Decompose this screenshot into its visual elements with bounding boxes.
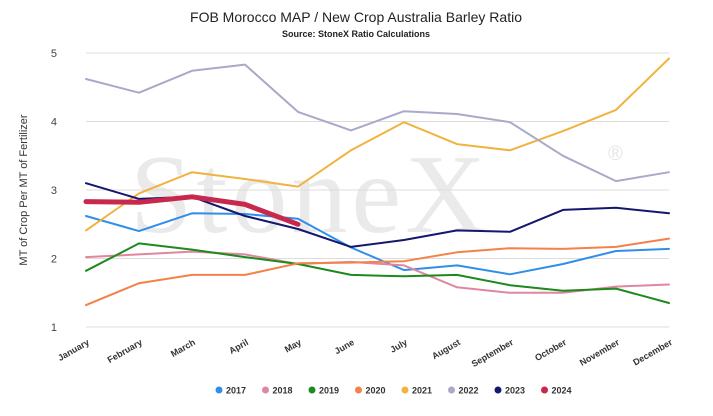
legend-label-2020: 2020 <box>366 386 386 396</box>
x-tick-label: April <box>227 337 250 356</box>
series-line-2019 <box>85 242 670 304</box>
y-tick-label: 5 <box>51 48 57 60</box>
series-lines <box>83 57 670 307</box>
series-line-2017 <box>85 212 670 276</box>
series-line-2022 <box>85 63 670 183</box>
x-tick-label: October <box>533 337 568 363</box>
legend-marker-2019 <box>308 386 316 394</box>
x-tick-label: July <box>388 337 409 355</box>
legend-label-2018: 2018 <box>273 386 293 396</box>
x-tick-label: August <box>430 337 462 361</box>
watermark-registered-mark: ® <box>608 143 623 165</box>
y-axis-label: MT of Crop Per MT of Fertilizer <box>18 114 30 266</box>
x-tick-label: November <box>578 337 622 368</box>
chart-subtitle: Source: StoneX Ratio Calculations <box>282 29 430 39</box>
series-line-2018 <box>85 250 670 294</box>
legend-marker-2023 <box>494 386 502 394</box>
x-tick-label: February <box>106 337 144 365</box>
legend-marker-2024 <box>541 386 548 394</box>
series-line-2024 <box>83 194 301 227</box>
y-tick-label: 4 <box>51 117 57 129</box>
legend-marker-2021 <box>401 386 409 394</box>
y-tick-label: 1 <box>51 322 57 334</box>
x-axis-ticks: January February March April May June July Augu… <box>56 337 674 369</box>
legend-label-2023: 2023 <box>505 386 525 396</box>
legend: 2017 2018 2019 2020 2021 2022 2023 2024 <box>215 386 572 396</box>
x-tick-label: June <box>333 337 356 356</box>
x-tick-label: January <box>56 337 91 363</box>
legend-marker-2022 <box>448 386 455 394</box>
legend-marker-2017 <box>215 386 223 394</box>
legend-marker-2020 <box>355 386 362 394</box>
series-line-2020 <box>85 237 670 307</box>
x-tick-label: December <box>631 337 674 368</box>
series-line-2021 <box>85 57 670 232</box>
legend-label-2022: 2022 <box>459 386 479 396</box>
legend-label-2017: 2017 <box>226 386 246 396</box>
x-tick-label: May <box>283 337 303 354</box>
watermark: StoneX <box>130 133 490 257</box>
x-tick-label: March <box>169 337 197 359</box>
y-tick-label: 2 <box>51 254 57 266</box>
legend-label-2021: 2021 <box>412 386 432 396</box>
legend-marker-2018 <box>262 386 269 394</box>
y-axis-ticks: 1 2 3 4 5 <box>51 48 57 334</box>
legend-label-2019: 2019 <box>319 386 339 396</box>
gridlines <box>86 52 669 328</box>
y-tick-label: 3 <box>51 185 57 197</box>
chart-title: FOB Morocco MAP / New Crop Australia Bar… <box>190 9 522 25</box>
legend-label-2024: 2024 <box>552 386 572 396</box>
x-tick-label: September <box>470 337 516 369</box>
